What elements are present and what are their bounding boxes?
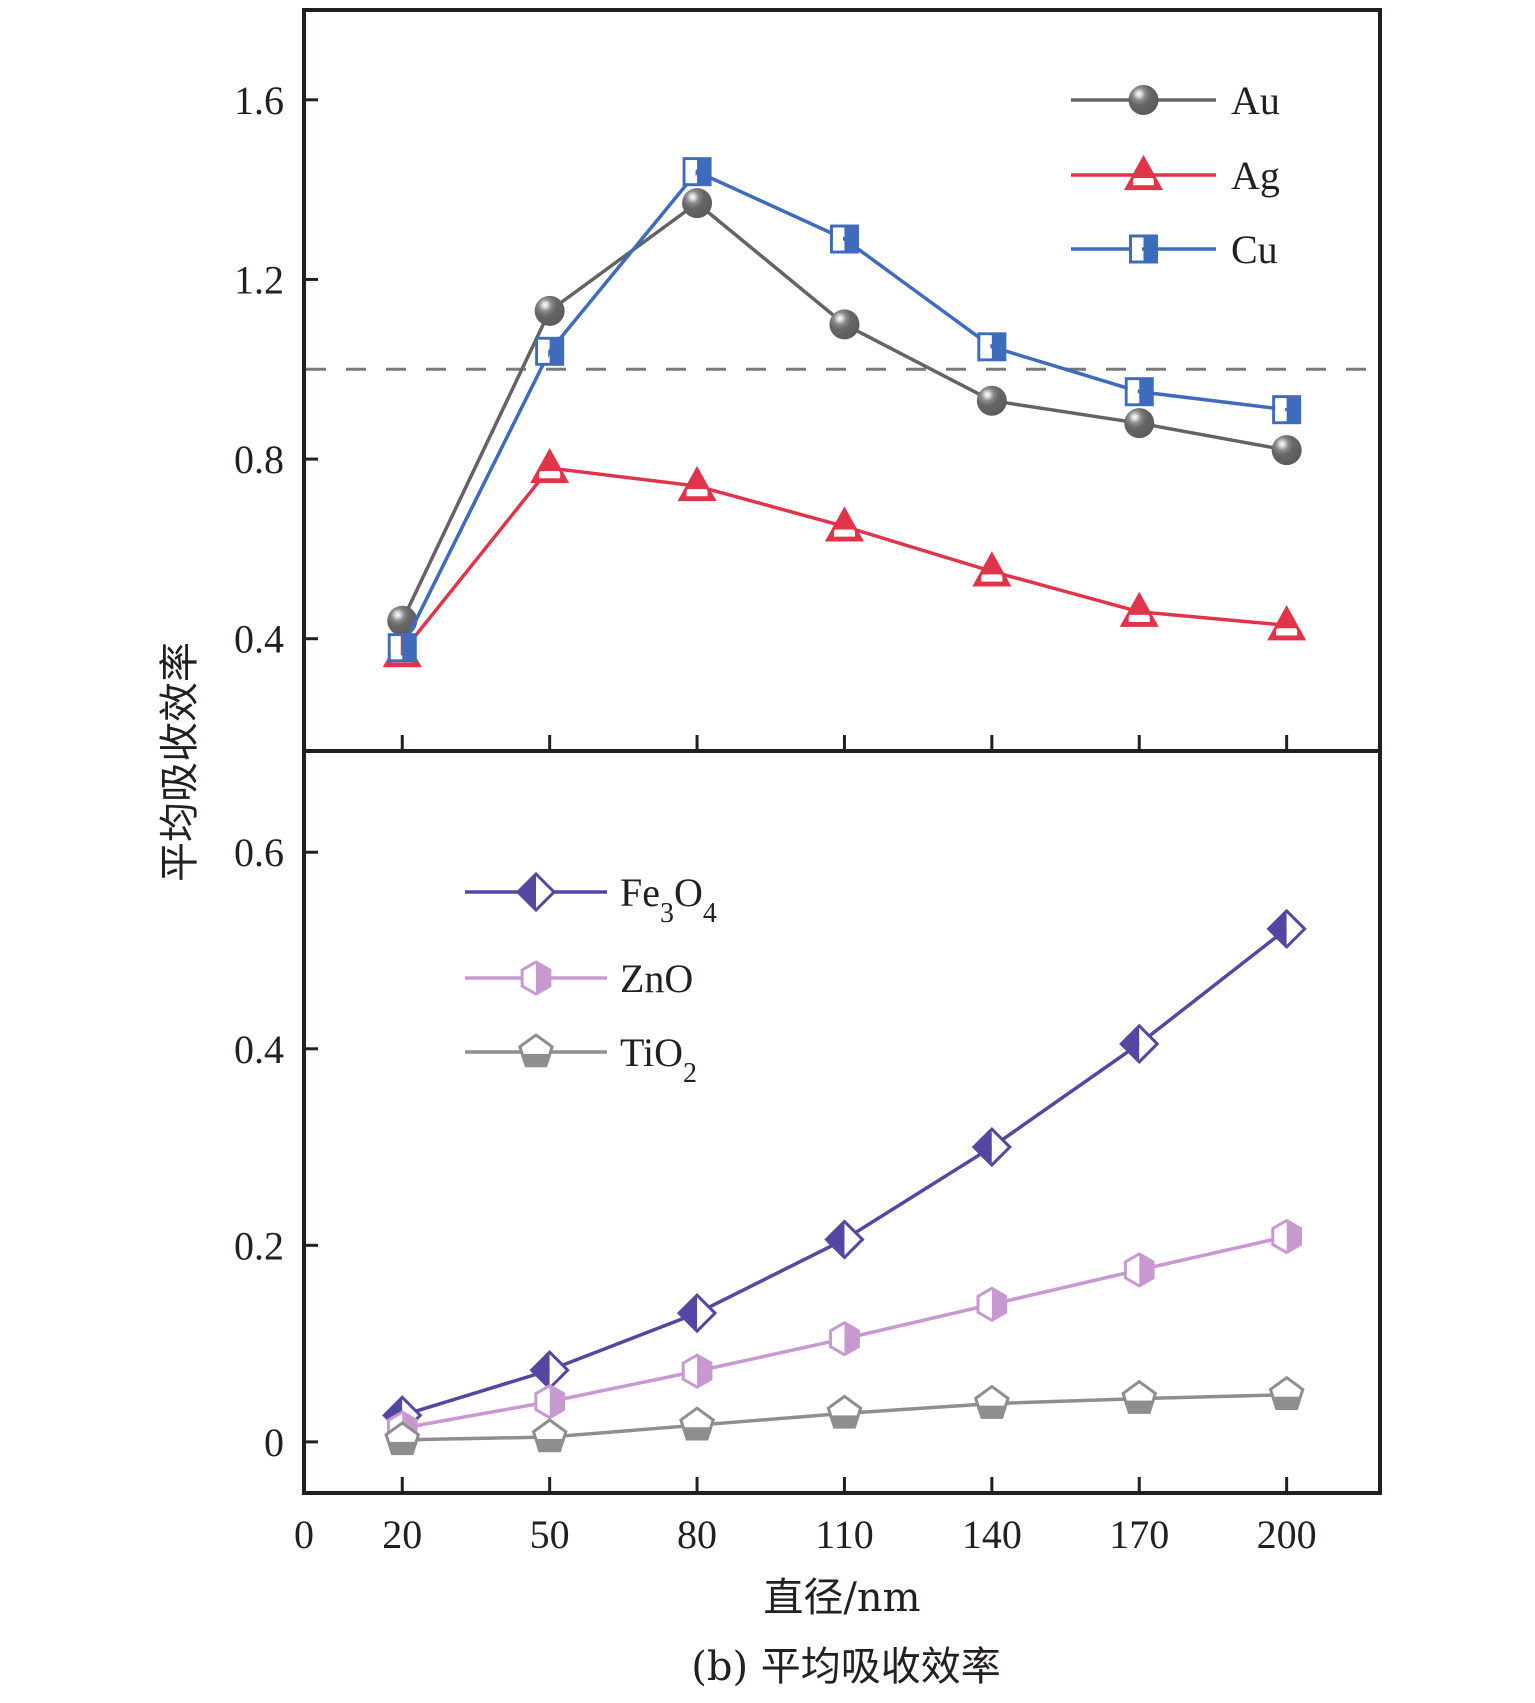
legend-marker xyxy=(1123,154,1164,191)
y-tick-label: 0.8 xyxy=(234,437,284,482)
data-point xyxy=(1267,605,1307,641)
data-point xyxy=(1271,435,1302,466)
data-point xyxy=(529,1350,570,1391)
legend-marker xyxy=(518,1033,554,1068)
data-point xyxy=(1271,1218,1303,1255)
bottom-panel: 0 0.2 0.4 0.6 Fe3O4 ZnO TiO2 xyxy=(234,830,1307,1465)
data-point xyxy=(824,506,865,542)
x-ticks: 0 20 50 80 110 140 170 200 xyxy=(294,735,1317,1557)
y-tick-label: 1.2 xyxy=(234,257,284,302)
x-tick-label: 140 xyxy=(962,1512,1022,1557)
top-series xyxy=(382,157,1307,668)
data-point xyxy=(826,1394,863,1429)
data-point xyxy=(1124,408,1155,439)
top-legend: Au Ag Cu xyxy=(1071,78,1280,272)
data-point xyxy=(1124,377,1154,407)
legend-label: TiO2 xyxy=(620,1030,697,1089)
x-tick-label: 0 xyxy=(294,1512,314,1557)
x-tick-label: 200 xyxy=(1257,1512,1317,1557)
data-point xyxy=(682,157,712,187)
y-tick-label: 0 xyxy=(264,1420,284,1465)
legend-marker xyxy=(515,871,557,913)
data-point xyxy=(535,336,565,366)
data-point xyxy=(1123,1252,1155,1288)
data-point xyxy=(1119,591,1159,627)
data-point xyxy=(1119,1023,1160,1064)
data-point xyxy=(682,188,713,219)
data-point xyxy=(1272,395,1302,425)
legend-item: Ag xyxy=(1071,153,1280,198)
legend-marker xyxy=(520,960,552,996)
x-tick-label: 110 xyxy=(815,1512,874,1557)
top-y-ticks: 0.4 0.8 1.2 1.6 xyxy=(234,78,318,662)
x-tick-label: 170 xyxy=(1109,1512,1169,1557)
series-line xyxy=(400,200,1287,622)
data-point xyxy=(976,1286,1008,1323)
legend-label: Au xyxy=(1231,78,1280,123)
data-point xyxy=(973,1384,1010,1419)
data-point xyxy=(1266,908,1307,950)
y-tick-label: 0.2 xyxy=(234,1223,284,1268)
data-point xyxy=(829,1320,860,1357)
data-point xyxy=(384,1421,421,1456)
x-axis-title: 直径/nm xyxy=(763,1575,920,1621)
series-tio2 xyxy=(384,1375,1305,1456)
legend-item: Cu xyxy=(1071,227,1278,272)
bottom-series xyxy=(382,908,1307,1456)
x-tick-label: 20 xyxy=(382,1512,422,1557)
legend-marker xyxy=(1129,234,1158,264)
data-point xyxy=(387,605,418,636)
data-point xyxy=(530,447,570,484)
legend-label: Fe3O4 xyxy=(620,870,717,929)
data-point xyxy=(976,385,1007,416)
series-au xyxy=(387,188,1302,636)
top-panel: 0.4 0.8 1.2 1.6 Au Ag Cu xyxy=(234,78,1378,668)
data-point xyxy=(679,1406,715,1441)
data-point xyxy=(972,551,1012,587)
legend-item: Fe3O4 xyxy=(465,870,717,929)
data-point xyxy=(824,1219,865,1260)
data-point xyxy=(829,309,860,340)
y-tick-label: 0.4 xyxy=(234,617,284,662)
data-point xyxy=(977,332,1007,362)
x-tick-label: 80 xyxy=(677,1512,717,1557)
data-point xyxy=(1268,1375,1305,1410)
data-point xyxy=(534,295,565,326)
data-point xyxy=(829,224,859,254)
legend-label: Ag xyxy=(1231,153,1280,198)
legend-item: Au xyxy=(1071,78,1280,123)
series-zno xyxy=(386,1218,1303,1446)
legend-label: Cu xyxy=(1231,227,1278,272)
figure-caption: (b) 平均吸收效率 xyxy=(691,1644,1001,1690)
x-tick-label: 50 xyxy=(530,1512,570,1557)
series-cu xyxy=(387,157,1302,663)
data-point xyxy=(1121,1379,1158,1414)
y-tick-label: 0.6 xyxy=(234,830,284,875)
y-tick-label: 1.6 xyxy=(234,78,284,123)
legend-item: TiO2 xyxy=(465,1030,697,1089)
y-tick-label: 0.4 xyxy=(234,1027,284,1072)
series-ag xyxy=(382,447,1307,668)
bottom-legend: Fe3O4 ZnO TiO2 xyxy=(465,870,717,1089)
data-point xyxy=(387,633,417,663)
data-point xyxy=(534,1383,566,1420)
data-point xyxy=(531,1418,568,1453)
legend-item: ZnO xyxy=(465,956,693,1001)
data-point xyxy=(971,1126,1012,1168)
data-point xyxy=(677,465,717,502)
y-axis-title: 平均吸收效率 xyxy=(157,642,203,882)
data-point xyxy=(676,1293,718,1334)
data-point xyxy=(681,1353,713,1389)
legend-marker xyxy=(1128,85,1159,115)
legend-label: ZnO xyxy=(620,956,693,1001)
bottom-y-ticks: 0 0.2 0.4 0.6 xyxy=(234,830,318,1465)
